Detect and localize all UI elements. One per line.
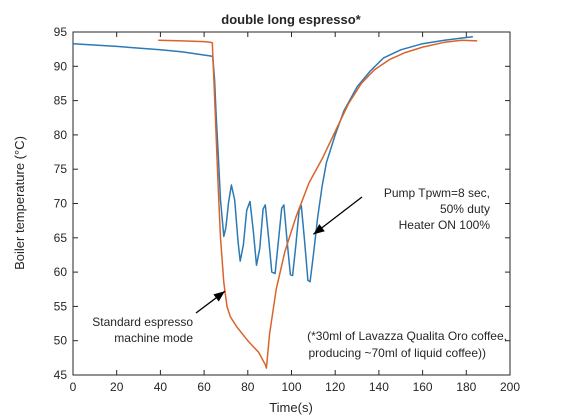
y-axis: 45 50 55 60 65 70 75 80 85 90 95 [54,25,510,382]
annotation-standard-line-2: machine mode [114,331,193,345]
annotation-standard-line-1: Standard espresso [92,315,193,329]
annotation-footnote-line-1: (*30ml of Lavazza Qualita Oro coffee, [307,329,507,343]
annotation-pump-line-3: Heater ON 100% [399,218,491,232]
x-tick-label: 40 [154,380,168,394]
y-tick-label: 75 [54,162,68,176]
x-axis-label: Time(s) [269,400,313,415]
y-tick-label: 85 [54,94,68,108]
y-tick-label: 70 [54,197,68,211]
x-tick-label: 140 [369,380,389,394]
series-line-blue [72,36,473,283]
annotation-footnote-line-2: producing ~70ml of liquid coffee)) [308,346,486,360]
y-tick-label: 95 [54,25,68,39]
arrow-head [313,224,325,235]
annotations-layer: Pump Tpwm=8 sec, 50% duty Heater ON 100%… [92,186,507,360]
x-tick-label: 20 [110,380,124,394]
annotation-pump-arrow [312,196,363,235]
x-tick-label: 160 [413,380,433,394]
x-tick-label: 0 [70,380,77,394]
y-tick-label: 45 [54,368,68,382]
x-tick-label: 100 [281,380,301,394]
x-tick-label: 60 [197,380,211,394]
x-axis: 0 20 40 60 80 100 120 140 160 180 200 [70,32,520,394]
x-tick-label: 120 [325,380,345,394]
annotation-pump-line-2: 50% duty [440,202,490,216]
annotation-pump-line-1: Pump Tpwm=8 sec, [384,186,490,200]
y-tick-label: 55 [54,299,68,313]
y-tick-label: 50 [54,334,68,348]
x-tick-label: 200 [500,380,520,394]
y-tick-label: 90 [54,59,68,73]
arrow-head [213,291,225,302]
x-tick-label: 80 [241,380,255,394]
series-line-orange [158,39,478,369]
y-tick-label: 80 [54,128,68,142]
y-tick-label: 60 [54,265,68,279]
series-layer [72,36,478,369]
x-tick-label: 180 [456,380,476,394]
y-tick-label: 65 [54,231,68,245]
annotation-standard-arrow [195,290,226,314]
chart-title: double long espresso* [221,12,361,27]
y-axis-label: Boiler temperature (°C) [12,136,27,270]
